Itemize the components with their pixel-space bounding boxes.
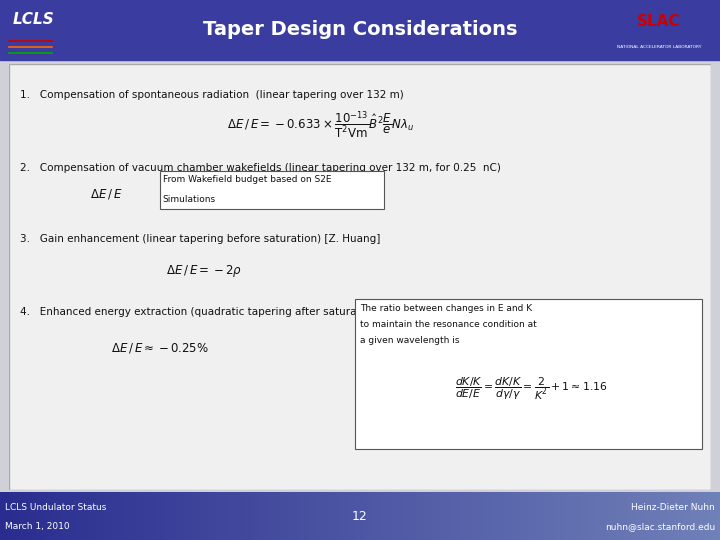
Text: March 1, 2010: March 1, 2010: [5, 522, 70, 531]
Text: The ratio between changes in E and K: The ratio between changes in E and K: [360, 304, 532, 313]
Text: Simulations: Simulations: [163, 194, 216, 204]
Text: 4.   Enhanced energy extraction (quadratic tapering after saturation) [W. Fawley: 4. Enhanced energy extraction (quadratic…: [20, 307, 444, 318]
Text: 12: 12: [352, 510, 368, 523]
Text: $\dfrac{dK/K}{dE/E} = \dfrac{dK/K}{d\gamma/\gamma} = \dfrac{2}{K^2} + 1 \approx : $\dfrac{dK/K}{dE/E} = \dfrac{dK/K}{d\gam…: [454, 375, 607, 402]
Text: $\Delta E\,/\,E = -2\rho$: $\Delta E\,/\,E = -2\rho$: [166, 263, 242, 279]
Text: NATIONAL ACCELERATOR LABORATORY: NATIONAL ACCELERATOR LABORATORY: [616, 45, 701, 49]
Text: 2.   Compensation of vacuum chamber wakefields (linear tapering over 132 m, for : 2. Compensation of vacuum chamber wakefi…: [20, 163, 501, 173]
Text: LCLS Undulator Status: LCLS Undulator Status: [5, 503, 107, 512]
Text: LCLS: LCLS: [13, 12, 55, 27]
Text: 3.   Gain enhancement (linear tapering before saturation) [Z. Huang]: 3. Gain enhancement (linear tapering bef…: [20, 233, 381, 244]
FancyBboxPatch shape: [355, 299, 701, 449]
Text: From Wakefield budget based on S2E: From Wakefield budget based on S2E: [163, 176, 331, 184]
Text: Taper Design Considerations: Taper Design Considerations: [203, 19, 517, 38]
Text: Heinz-Dieter Nuhn: Heinz-Dieter Nuhn: [631, 503, 715, 512]
Text: $\Delta E\,/\,E \approx -0.25\%$: $\Delta E\,/\,E \approx -0.25\%$: [111, 341, 209, 355]
Text: nuhn@slac.stanford.edu: nuhn@slac.stanford.edu: [605, 522, 715, 531]
Text: $\Delta E\,/\,E = -0.633 \times \dfrac{10^{-13}}{\mathrm{T}^2\mathrm{Vm}}\hat{B}: $\Delta E\,/\,E = -0.633 \times \dfrac{1…: [228, 109, 415, 141]
FancyBboxPatch shape: [160, 171, 384, 209]
Text: 1.   Compensation of spontaneous radiation  (linear tapering over 132 m): 1. Compensation of spontaneous radiation…: [20, 90, 404, 100]
Text: SLAC: SLAC: [637, 14, 680, 29]
Text: a given wavelength is: a given wavelength is: [360, 336, 459, 346]
Text: $\Delta E\,/\,E$: $\Delta E\,/\,E$: [90, 187, 122, 201]
Text: to maintain the resonance condition at: to maintain the resonance condition at: [360, 320, 536, 329]
